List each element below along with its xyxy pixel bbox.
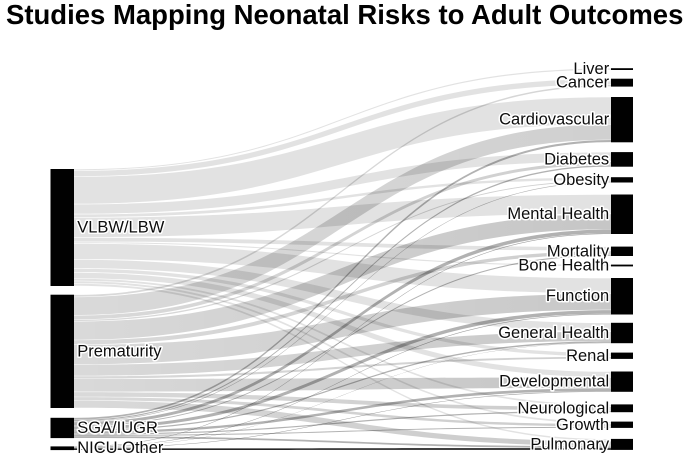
svg-text:Mortality: Mortality	[547, 242, 610, 260]
svg-text:Pulmonary: Pulmonary	[530, 435, 610, 453]
svg-text:Neurological: Neurological	[517, 399, 609, 417]
svg-text:NICU Other: NICU Other	[77, 439, 164, 457]
svg-text:Function: Function	[546, 287, 609, 305]
svg-text:Cardiovascular: Cardiovascular	[499, 111, 610, 129]
svg-text:Bone Health: Bone Health	[518, 257, 609, 275]
svg-text:Diabetes: Diabetes	[544, 150, 609, 168]
svg-text:Developmental: Developmental	[499, 373, 609, 391]
svg-text:Mental Health: Mental Health	[507, 205, 609, 223]
svg-text:VLBW/LBW: VLBW/LBW	[77, 219, 165, 237]
svg-text:Cancer: Cancer	[556, 74, 610, 92]
svg-text:Prematurity: Prematurity	[77, 342, 162, 360]
svg-text:Renal: Renal	[566, 347, 609, 365]
svg-text:SGA/IUGR: SGA/IUGR	[77, 419, 158, 437]
svg-text:Liver: Liver	[573, 60, 609, 78]
svg-text:Obesity: Obesity	[553, 171, 610, 189]
svg-text:General Health: General Health	[498, 324, 609, 342]
svg-text:Growth: Growth	[556, 416, 609, 434]
